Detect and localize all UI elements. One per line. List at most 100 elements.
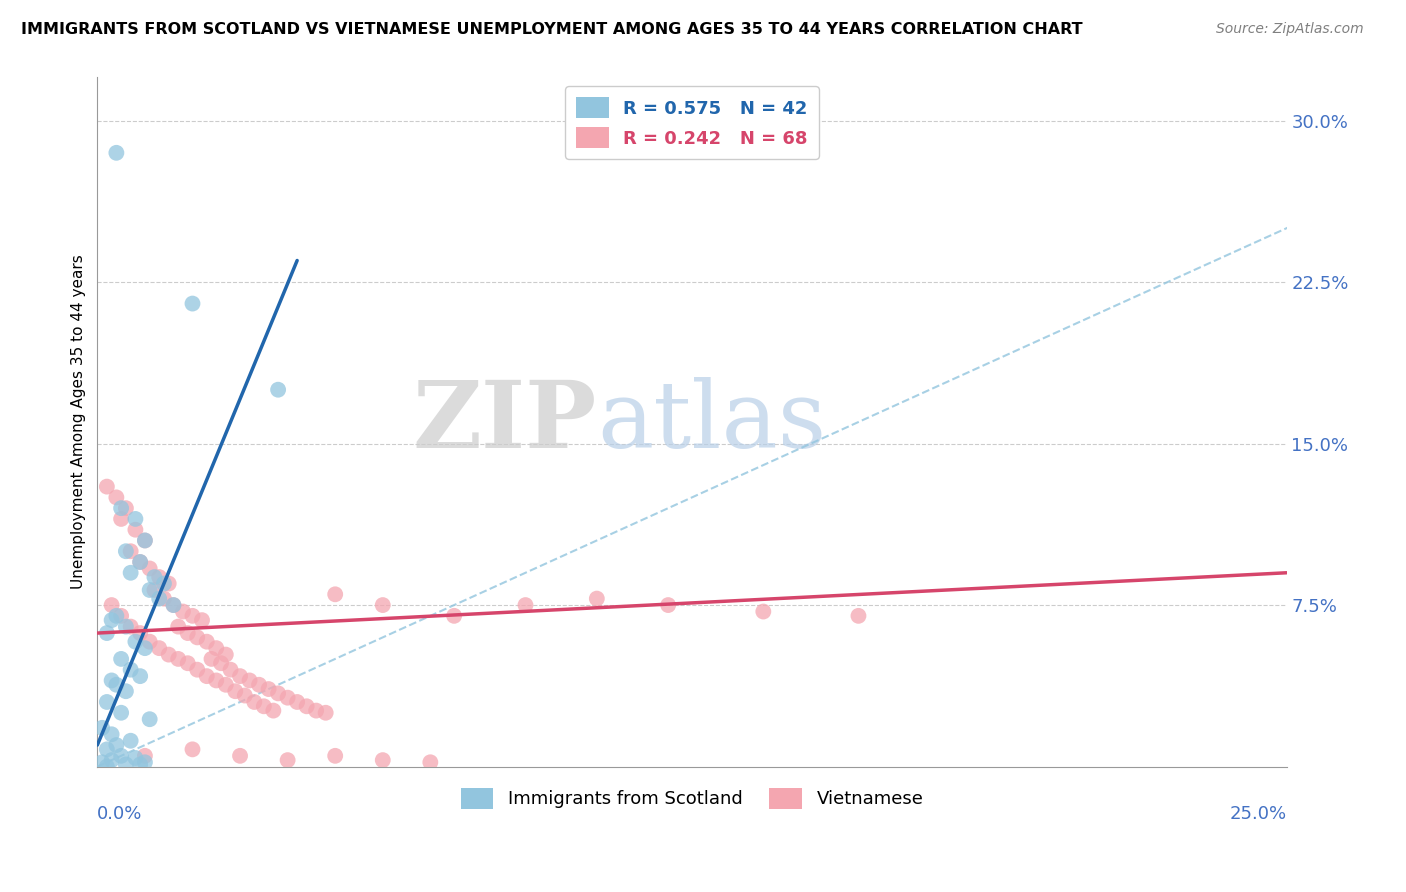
Point [253, 699, 276, 714]
Point [110, 501, 132, 516]
Point [167, 652, 190, 666]
Point [110, 652, 132, 666]
Point [515, 598, 537, 612]
Y-axis label: Unemployment Among Ages 35 to 44 years: Unemployment Among Ages 35 to 44 years [72, 254, 86, 590]
Point [100, 613, 122, 627]
Point [105, 145, 128, 160]
Point [262, 704, 284, 718]
Point [267, 686, 290, 700]
Point [134, 748, 156, 763]
Point [172, 605, 194, 619]
Point [105, 678, 128, 692]
Point [181, 608, 204, 623]
Point [371, 753, 394, 767]
Point [247, 678, 270, 692]
Point [96, 742, 118, 756]
Point [129, 626, 152, 640]
Point [134, 533, 156, 548]
Point [657, 598, 679, 612]
Point [323, 748, 346, 763]
Point [124, 512, 146, 526]
Point [167, 619, 190, 633]
Point [224, 684, 246, 698]
Point [153, 576, 176, 591]
Point [100, 753, 122, 767]
Point [138, 582, 160, 597]
Point [752, 605, 775, 619]
Point [129, 555, 152, 569]
Point [138, 561, 160, 575]
Point [96, 626, 118, 640]
Point [186, 663, 208, 677]
Point [110, 706, 132, 720]
Point [419, 756, 441, 770]
Point [848, 608, 870, 623]
Point [129, 555, 152, 569]
Point [295, 699, 318, 714]
Point [181, 296, 204, 310]
Point [186, 631, 208, 645]
Point [120, 733, 142, 747]
Point [219, 663, 242, 677]
Point [120, 663, 142, 677]
Point [215, 678, 238, 692]
Point [96, 695, 118, 709]
Point [110, 608, 132, 623]
Point [205, 673, 228, 688]
Point [138, 712, 160, 726]
Point [105, 491, 128, 505]
Point [96, 480, 118, 494]
Point [229, 669, 252, 683]
Point [323, 587, 346, 601]
Point [105, 738, 128, 752]
Point [115, 757, 138, 772]
Point [191, 613, 214, 627]
Point [129, 757, 152, 772]
Point [243, 695, 266, 709]
Point [134, 756, 156, 770]
Point [315, 706, 337, 720]
Point [110, 512, 132, 526]
Point [443, 608, 465, 623]
Point [120, 619, 142, 633]
Point [229, 748, 252, 763]
Point [239, 673, 262, 688]
Point [148, 591, 170, 606]
Point [148, 641, 170, 656]
Point [143, 582, 166, 597]
Point [277, 753, 299, 767]
Point [209, 657, 232, 671]
Point [115, 544, 138, 558]
Point [162, 598, 184, 612]
Point [371, 598, 394, 612]
Text: 0.0%: 0.0% [97, 805, 143, 823]
Point [134, 533, 156, 548]
Point [100, 727, 122, 741]
Point [138, 634, 160, 648]
Point [257, 681, 280, 696]
Point [233, 689, 256, 703]
Point [120, 544, 142, 558]
Point [277, 690, 299, 705]
Point [195, 669, 218, 683]
Text: 25.0%: 25.0% [1229, 805, 1286, 823]
Point [162, 598, 184, 612]
Point [215, 648, 238, 662]
Point [157, 648, 180, 662]
Point [110, 748, 132, 763]
Legend: Immigrants from Scotland, Vietnamese: Immigrants from Scotland, Vietnamese [454, 780, 931, 816]
Point [205, 641, 228, 656]
Point [115, 684, 138, 698]
Point [100, 598, 122, 612]
Point [177, 626, 200, 640]
Point [200, 652, 222, 666]
Text: Source: ZipAtlas.com: Source: ZipAtlas.com [1216, 22, 1364, 37]
Point [134, 641, 156, 656]
Text: atlas: atlas [596, 377, 827, 467]
Point [181, 742, 204, 756]
Point [91, 756, 114, 770]
Point [148, 570, 170, 584]
Point [96, 759, 118, 773]
Point [157, 576, 180, 591]
Text: IMMIGRANTS FROM SCOTLAND VS VIETNAMESE UNEMPLOYMENT AMONG AGES 35 TO 44 YEARS CO: IMMIGRANTS FROM SCOTLAND VS VIETNAMESE U… [21, 22, 1083, 37]
